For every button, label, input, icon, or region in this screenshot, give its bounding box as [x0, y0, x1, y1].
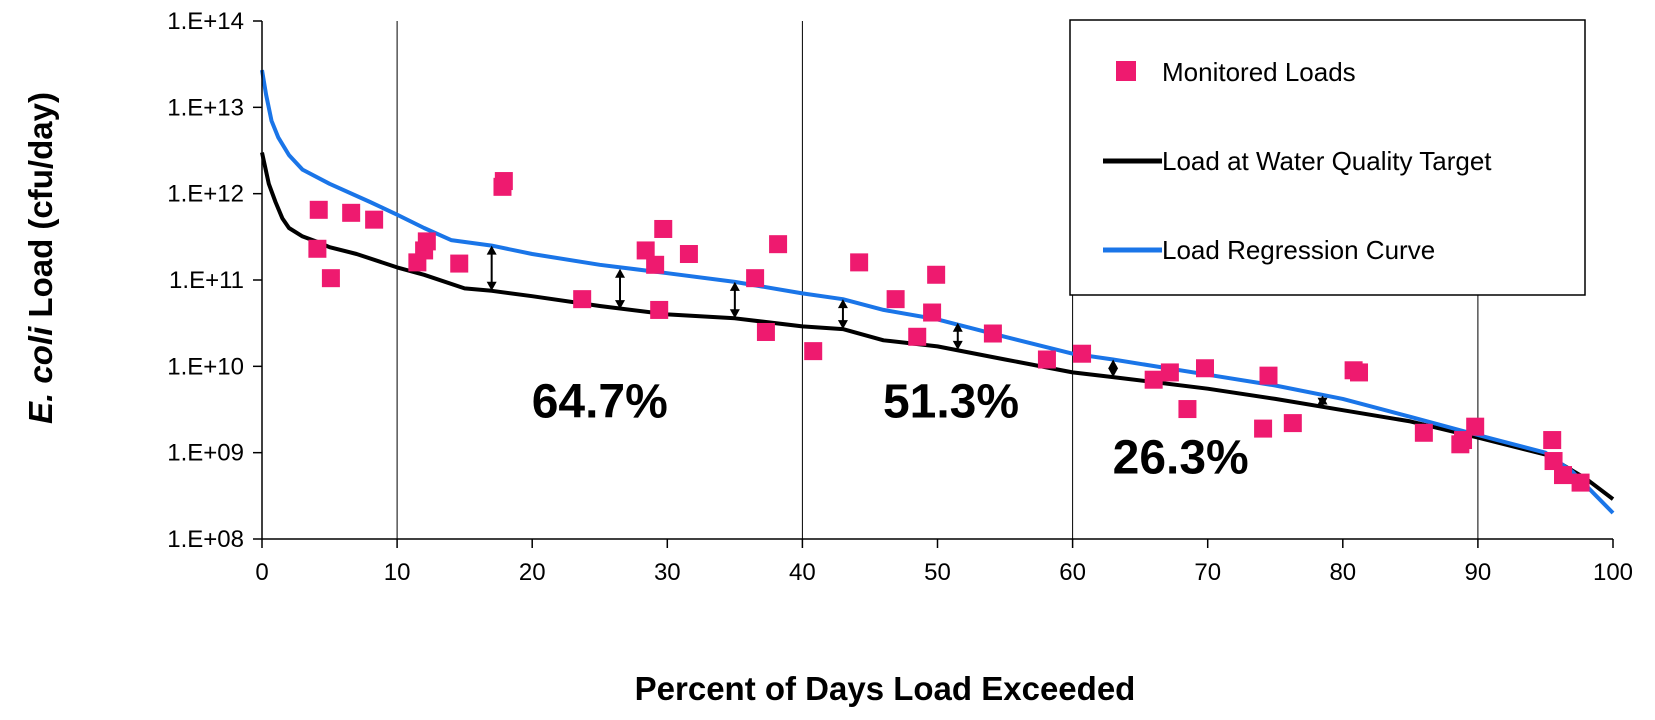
monitored-load-point [450, 254, 469, 273]
gap-arrow-head-down [486, 281, 497, 291]
y-tick-label: 1.E+12 [167, 181, 244, 208]
monitored-load-point [365, 210, 384, 229]
y-tick-label: 1.E+13 [167, 94, 244, 121]
x-tick-label: 80 [1329, 559, 1356, 586]
x-tick-label: 70 [1194, 559, 1221, 586]
monitored-load-point [494, 172, 513, 191]
gap-arrow-head-down [1108, 368, 1119, 378]
y-tick-label: 1.E+14 [167, 8, 244, 35]
legend: Monitored Loads Load at Water Quality Ta… [1069, 19, 1586, 296]
monitored-load-point [654, 219, 673, 238]
gap-arrow-head-up [486, 245, 497, 255]
gap-arrow-head-down [615, 300, 626, 310]
regression-curve-line [260, 69, 1615, 515]
monitored-load-point [1554, 466, 1573, 485]
percent-reduction-label: 51.3% [883, 376, 1019, 429]
monitored-load-point [1543, 431, 1562, 450]
x-tick-label: 10 [384, 559, 411, 586]
monitored-load-point [769, 235, 788, 254]
x-tick-label: 20 [519, 559, 546, 586]
monitored-load-point [679, 245, 698, 264]
y-axis-title-rest: Load (cfu/day) [22, 92, 59, 327]
x-axis-title: Percent of Days Load Exceeded [635, 670, 1136, 707]
gap-arrow-head-down [729, 309, 740, 319]
y-tick-label: 1.E+10 [167, 353, 244, 380]
y-tick-label: 1.E+09 [167, 440, 244, 467]
monitored-load-point [1259, 366, 1278, 385]
x-tick-label: 50 [924, 559, 951, 586]
monitored-load-point [1160, 363, 1179, 382]
legend-label-regression: Load Regression Curve [1162, 235, 1435, 265]
monitored-load-point [308, 239, 327, 258]
monitored-load-points [308, 172, 1590, 492]
y-tick-label: 1.E+08 [167, 526, 244, 553]
x-tick-label: 30 [654, 559, 681, 586]
monitored-load-point [1037, 350, 1056, 369]
legend-label-monitored: Monitored Loads [1162, 57, 1356, 87]
monitored-load-point [1414, 423, 1433, 442]
gap-arrow-head-down [952, 340, 963, 350]
monitored-load-point [804, 342, 823, 361]
gap-arrows [486, 245, 1328, 407]
gap-arrow-head-down [837, 320, 848, 330]
legend-marker-monitored [1116, 61, 1136, 81]
monitored-load-point [1073, 344, 1092, 363]
x-tick-label: 90 [1465, 559, 1492, 586]
monitored-load-point [636, 241, 655, 260]
y-axis-title-italic: E. coli [22, 326, 59, 424]
gap-arrow-head-up [615, 268, 626, 278]
monitored-load-point [1195, 359, 1214, 378]
monitored-load-point [309, 200, 328, 219]
y-axis-title: E. coli Load (cfu/day) [22, 92, 59, 424]
monitored-load-point [983, 324, 1002, 343]
monitored-load-point [646, 255, 665, 274]
monitored-load-point [850, 253, 869, 272]
monitored-load-point [342, 203, 361, 222]
curves [260, 69, 1615, 515]
monitored-load-point [927, 265, 946, 284]
gap-arrow-head-up [952, 322, 963, 332]
percent-reduction-label: 26.3% [1113, 432, 1249, 485]
target-load-line [260, 152, 1615, 501]
monitored-load-point [756, 322, 775, 341]
x-tick-label: 60 [1059, 559, 1086, 586]
percent-reduction-label: 64.7% [532, 376, 668, 429]
legend-label-target: Load at Water Quality Target [1162, 146, 1492, 176]
monitored-load-point [1144, 370, 1163, 389]
monitored-load-point [321, 269, 340, 288]
monitored-load-point [650, 300, 669, 319]
y-tick-label: 1.E+11 [169, 267, 244, 294]
gap-arrow-head-up [729, 281, 740, 291]
gap-arrow-head-down [1317, 397, 1328, 407]
axes [253, 20, 1614, 548]
monitored-load-point [1350, 363, 1369, 382]
tick-labels: 1.E+08 1.E+09 1.E+10 1.E+11 1.E+12 1.E+13 1.E+… [167, 8, 1633, 586]
monitored-load-point [1544, 452, 1563, 471]
gap-arrow-head-up [1108, 359, 1119, 369]
monitored-load-point [923, 303, 942, 322]
x-tick-label: 0 [255, 559, 268, 586]
x-tick-label: 100 [1593, 559, 1633, 586]
monitored-load-point [1178, 400, 1197, 419]
monitored-load-point [1283, 414, 1302, 433]
monitored-load-point [908, 327, 927, 346]
monitored-load-point [1254, 419, 1273, 438]
percent-annotations: 64.7% 51.3% 26.3% [532, 376, 1249, 485]
gap-arrow-head-up [837, 299, 848, 309]
monitored-load-point [417, 232, 436, 251]
monitored-load-point [746, 269, 765, 288]
monitored-load-point [573, 290, 592, 309]
monitored-load-point [886, 290, 905, 309]
monitored-load-point [1466, 417, 1485, 436]
x-tick-label: 40 [789, 559, 816, 586]
monitored-load-point [1571, 473, 1590, 492]
